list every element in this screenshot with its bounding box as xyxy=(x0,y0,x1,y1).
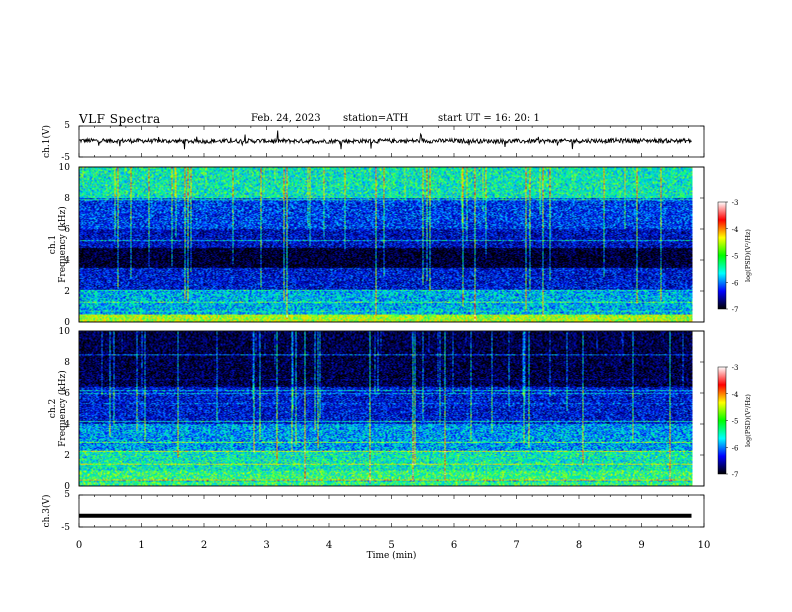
ch2-spectrogram-panel-image xyxy=(79,331,693,486)
y-axis-label: Frequency (kHz) xyxy=(57,206,68,283)
y-tick-label: -5 xyxy=(61,523,70,533)
colorbar-tick-label: -7 xyxy=(732,306,739,314)
y-tick-label: 4 xyxy=(64,420,70,430)
colorbar-tick-label: -6 xyxy=(732,444,739,452)
start-time-label: start UT = 16: 20: 1 xyxy=(438,113,540,124)
date-label: Feb. 24, 2023 xyxy=(251,113,321,124)
x-tick-label: 3 xyxy=(263,540,269,551)
y-tick-label: 10 xyxy=(59,327,71,337)
colorbar-tick-label: -4 xyxy=(732,226,739,234)
colorbar-tick-label: -6 xyxy=(732,279,739,287)
x-tick-label: 9 xyxy=(638,540,644,551)
ch1-waveform-panel: 5 -5 ch.1(V) xyxy=(41,121,705,163)
x-tick-label: 7 xyxy=(513,540,519,551)
colorbar-tick-label: -5 xyxy=(732,418,739,426)
x-axis-label: Time (min) xyxy=(367,550,417,561)
y-tick-label: 0 xyxy=(64,482,70,492)
colorbar-tick-label: -4 xyxy=(732,391,739,399)
y-tick-label: 8 xyxy=(64,358,70,368)
ch1-waveform-panel-frame xyxy=(78,125,705,158)
chart-title: VLF Spectra xyxy=(79,112,161,126)
ch2-colorbar: -3 -4 -5 -6 -7 log(PSD)(V²/Hz) xyxy=(717,364,752,479)
x-tick-label: 4 xyxy=(326,540,332,551)
colorbar-label: log(PSD)(V²/Hz) xyxy=(744,394,752,447)
colorbar-tick-label: -5 xyxy=(732,253,739,261)
y-axis-label: Frequency (kHz) xyxy=(57,370,68,447)
y-tick-label: 4 xyxy=(64,256,70,266)
x-tick-label: 1 xyxy=(138,540,144,551)
y-axis-label: ch.2 xyxy=(48,399,58,418)
colorbar-tick-label: -7 xyxy=(732,471,739,479)
y-tick-label: 8 xyxy=(64,194,70,204)
y-tick-label: -5 xyxy=(61,153,70,163)
ch3-waveform-panel-frame xyxy=(78,494,705,528)
ch3-waveform-panel: 5 -5 ch.3(V) xyxy=(41,490,705,533)
y-axis-label: ch.3(V) xyxy=(41,495,52,528)
x-tick-label: 8 xyxy=(576,540,582,551)
colorbar-label: log(PSD)(V²/Hz) xyxy=(744,229,752,282)
ch1-waveform-line xyxy=(78,130,692,150)
y-tick-label: 2 xyxy=(64,451,70,461)
y-tick-label: 5 xyxy=(64,490,70,500)
x-tick-label: 2 xyxy=(201,540,207,551)
y-tick-label: 6 xyxy=(64,225,70,235)
colorbar-tick-label: -3 xyxy=(732,199,739,207)
y-axis-label: ch.1 xyxy=(48,235,58,254)
y-tick-label: 0 xyxy=(64,318,70,328)
y-tick-label: 10 xyxy=(59,163,71,173)
station-label: station=ATH xyxy=(343,113,409,124)
ch1-spectrogram-panel-image xyxy=(79,167,693,322)
x-tick-label: 10 xyxy=(698,540,711,551)
x-tick-label: 6 xyxy=(451,540,457,551)
colorbar-gradient xyxy=(717,201,727,310)
ch1-colorbar: -3 -4 -5 -6 -7 log(PSD)(V²/Hz) xyxy=(717,199,752,314)
y-tick-label: 5 xyxy=(64,121,70,131)
y-axis-label: ch.1(V) xyxy=(41,125,52,158)
y-tick-label: 6 xyxy=(64,389,70,399)
x-tick-label: 0 xyxy=(76,540,82,551)
y-tick-label: 2 xyxy=(64,287,70,297)
ch2-spectrogram-panel: 0 2 4 6 8 10 ch.2 Frequency (kHz) xyxy=(48,327,705,492)
colorbar-tick-label: -3 xyxy=(732,364,739,372)
ch1-spectrogram-panel: 0 2 4 6 8 10 ch.1 Frequency (kHz) xyxy=(48,163,705,328)
x-tick-label: 5 xyxy=(388,540,394,551)
colorbar-gradient xyxy=(717,366,727,475)
